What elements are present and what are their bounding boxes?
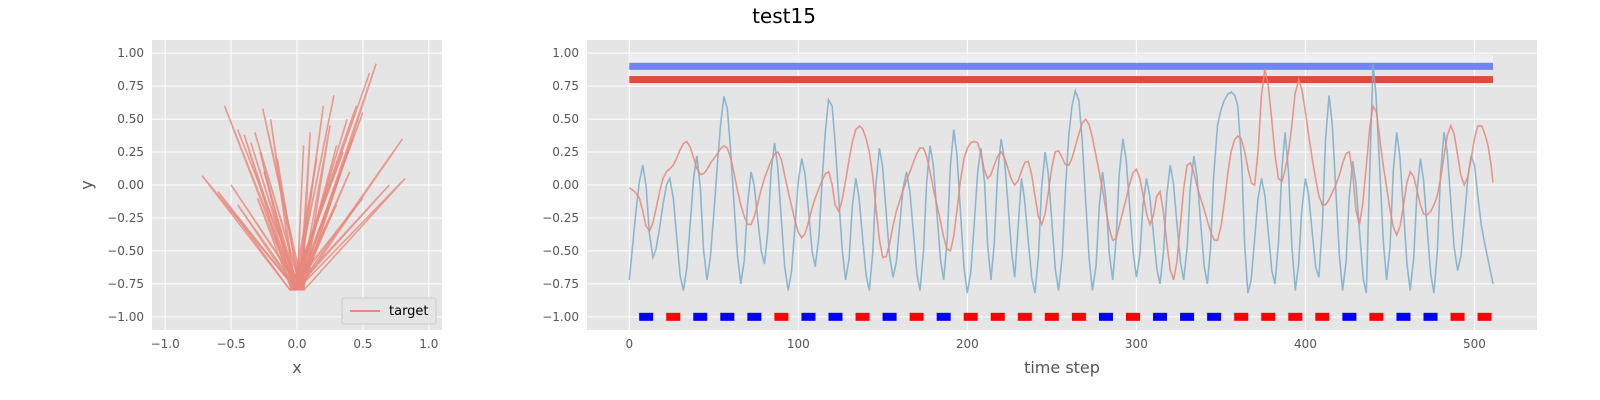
left-ytick-label: 0.00 [117, 178, 144, 192]
left-xtick-label: −0.5 [217, 337, 246, 351]
right-series [628, 63, 1494, 294]
marker-block [882, 312, 897, 321]
target-trajectory [293, 184, 390, 291]
marker-block [1153, 312, 1168, 321]
marker-block [801, 312, 816, 321]
marker-block [1098, 312, 1113, 321]
marker-block [693, 312, 708, 321]
left-trajectories [201, 63, 406, 291]
right-ytick-label: 0.00 [552, 178, 579, 192]
left-ytick-label: −0.75 [107, 277, 144, 291]
marker-block [990, 312, 1005, 321]
marker-block [1477, 312, 1492, 321]
target-trajectory [237, 204, 297, 291]
right-ytick-label: −0.75 [542, 277, 579, 291]
marker-block [909, 312, 924, 321]
right-ytick-label: −0.25 [542, 211, 579, 225]
left-ytick-label: 1.00 [117, 46, 144, 60]
target-trajectory [230, 184, 302, 291]
right-x-ticks: 0 100 200 300 400 500 [625, 337, 1485, 351]
series-line [628, 63, 1494, 294]
right-markers [639, 312, 1492, 321]
marker-block [1234, 312, 1249, 321]
left-xtick-label: −1.0 [151, 337, 180, 351]
target-trajectory [300, 177, 406, 291]
right-ytick-label: 0.75 [552, 79, 579, 93]
left-xtick-label: 0.5 [353, 337, 372, 351]
marker-block [1017, 312, 1032, 321]
marker-block [936, 312, 951, 321]
marker-block [1342, 312, 1357, 321]
left-ytick-label: 0.75 [117, 79, 144, 93]
marker-block [720, 312, 735, 321]
right-xtick-label: 400 [1294, 337, 1317, 351]
target-trajectory [289, 197, 364, 291]
right-xtick-label: 500 [1463, 337, 1486, 351]
band-bar [629, 62, 1494, 70]
band-bar [629, 76, 1494, 84]
marker-block [1180, 312, 1195, 321]
right-xtick-label: 100 [787, 337, 810, 351]
target-trajectory [299, 63, 377, 291]
left-xtick-label: 1.0 [419, 337, 438, 351]
left-ytick-label: 0.25 [117, 145, 144, 159]
right-xlabel: time step [1024, 358, 1100, 377]
target-trajectory [217, 191, 294, 291]
left-chart: −1.0 −0.5 0.0 0.5 1.0 −1.00 −0.75 −0.50 −0.25 0.… [77, 40, 442, 377]
target-trajectory [296, 145, 305, 291]
legend-label: target [389, 304, 429, 319]
series-line [628, 68, 1494, 281]
right-ytick-label: 0.50 [552, 112, 579, 126]
marker-block [666, 312, 681, 321]
target-trajectory [294, 204, 338, 291]
left-ylabel: y [77, 180, 96, 189]
right-xtick-label: 200 [956, 337, 979, 351]
target-trajectory [269, 118, 297, 291]
left-x-ticks: −1.0 −0.5 0.0 0.5 1.0 [151, 337, 439, 351]
marker-block [1261, 312, 1276, 321]
marker-block [1044, 312, 1059, 321]
target-trajectory [276, 158, 301, 291]
right-y-ticks: −1.00 −0.75 −0.50 −0.25 0.00 0.25 0.50 0.75 1.00 [542, 46, 579, 324]
marker-block [1423, 312, 1438, 321]
left-ytick-label: −1.00 [107, 310, 144, 324]
left-ytick-label: 0.50 [117, 112, 144, 126]
marker-block [747, 312, 762, 321]
left-xlabel: x [292, 358, 301, 377]
marker-block [1071, 312, 1086, 321]
legend-box [341, 297, 437, 325]
band-bar [629, 54, 1494, 62]
marker-block [1125, 312, 1140, 321]
marker-block [1369, 312, 1384, 321]
marker-block [1315, 312, 1330, 321]
target-trajectory [201, 175, 294, 291]
marker-block [774, 312, 789, 321]
left-xtick-label: 0.0 [287, 337, 306, 351]
right-ytick-label: −1.00 [542, 310, 579, 324]
right-ytick-label: 0.25 [552, 145, 579, 159]
marker-block [1396, 312, 1411, 321]
right-chart: 0 100 200 300 400 500 −1.00 −0.75 −0.50 −0.25 0.0… [542, 40, 1537, 377]
target-trajectory [256, 197, 295, 291]
left-ytick-label: −0.50 [107, 244, 144, 258]
marker-block [1288, 312, 1303, 321]
right-xtick-label: 300 [1125, 337, 1148, 351]
marker-block [828, 312, 843, 321]
right-bands [629, 54, 1494, 84]
legend: target [341, 297, 437, 325]
marker-block [639, 312, 654, 321]
figure-title: test15 [752, 4, 816, 28]
right-ytick-label: −0.50 [542, 244, 579, 258]
marker-block [1450, 312, 1465, 321]
left-y-ticks: −1.00 −0.75 −0.50 −0.25 0.00 0.25 0.50 0.75 1.00 [107, 46, 144, 324]
marker-block [963, 312, 978, 321]
marker-block [1207, 312, 1222, 321]
marker-block [855, 312, 870, 321]
left-ytick-label: −0.25 [107, 211, 144, 225]
right-ytick-label: 1.00 [552, 46, 579, 60]
right-xtick-label: 0 [625, 337, 633, 351]
